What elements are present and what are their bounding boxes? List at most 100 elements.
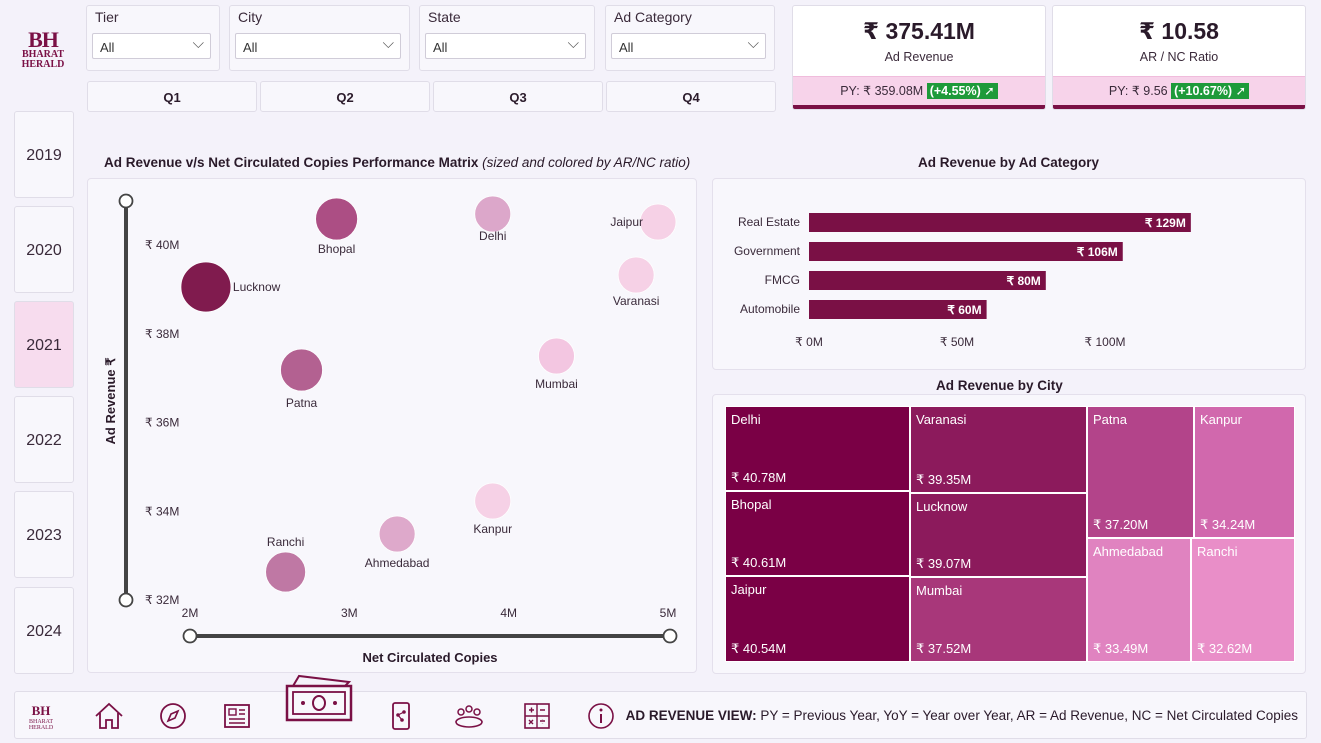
chevron-down-icon: ⌵	[747, 35, 759, 52]
logo-initials: BH	[28, 27, 59, 52]
treemap-tile-value: ₹ 37.20M	[1093, 517, 1149, 532]
logo-name-line1: BHARAT	[21, 49, 65, 60]
tier-dropdown[interactable]: All ⌵	[92, 33, 211, 59]
bar-government	[809, 242, 1123, 261]
scatter-point-lucknow	[180, 261, 232, 313]
bar-title: Ad Revenue by Ad Category	[918, 155, 1100, 170]
view-title: AD REVENUE VIEW:	[625, 708, 757, 723]
home-icon[interactable]	[93, 700, 125, 732]
y-tick-label: ₹ 36M	[145, 416, 179, 430]
ad-category-dropdown[interactable]: All ⌵	[611, 33, 766, 59]
treemap-tile-varanasi[interactable]: Varanasi ₹ 39.35M	[910, 406, 1087, 493]
y-slider-handle-bottom	[118, 592, 134, 608]
treemap-tile-bhopal[interactable]: Bhopal ₹ 40.61M	[725, 491, 910, 576]
treemap-tile-kanpur[interactable]: Kanpur ₹ 34.24M	[1194, 406, 1295, 538]
bar-category-label: Automobile	[740, 302, 800, 316]
scatter-point-label: Ranchi	[267, 535, 304, 549]
treemap-tile-name: Varanasi	[916, 412, 967, 427]
scatter-title-text: Ad Revenue v/s Net Circulated Copies Per…	[104, 155, 479, 170]
calculator-icon[interactable]	[521, 700, 553, 732]
scatter-point-label: Patna	[286, 396, 318, 410]
kpi-label: AR / NC Ratio	[1139, 50, 1219, 64]
filter-state: State All ⌵	[419, 5, 595, 71]
filter-tier: Tier All ⌵	[86, 5, 220, 71]
chevron-down-icon: ⌵	[567, 35, 579, 52]
info-icon[interactable]	[585, 700, 617, 732]
treemap-tile-value: ₹ 32.62M	[1197, 641, 1253, 656]
x-slider-handle-right	[662, 628, 678, 644]
dropdown-value: All	[243, 40, 258, 55]
year-button-2019[interactable]: 2019	[14, 111, 74, 198]
treemap-tile-ahmedabad[interactable]: Ahmedabad ₹ 33.49M	[1087, 538, 1191, 662]
treemap-tile-jaipur[interactable]: Jaipur ₹ 40.54M	[725, 576, 910, 662]
scatter-point-ahmedabad	[378, 515, 416, 553]
newspaper-icon[interactable]	[221, 700, 253, 732]
dropdown-value: All	[100, 40, 115, 55]
scatter-point-jaipur	[639, 203, 677, 241]
filter-label: State	[428, 9, 461, 25]
treemap-tile-mumbai[interactable]: Mumbai ₹ 37.52M	[910, 577, 1087, 662]
y-tick-label: ₹ 40M	[145, 238, 179, 252]
treemap-tile-ranchi[interactable]: Ranchi ₹ 32.62M	[1191, 538, 1295, 662]
state-dropdown[interactable]: All ⌵	[425, 33, 586, 59]
quarter-button-q1[interactable]: Q1	[87, 81, 257, 112]
y-tick-label: ₹ 38M	[145, 327, 179, 341]
treemap-tile-patna[interactable]: Patna ₹ 37.20M	[1087, 406, 1194, 538]
year-button-2020[interactable]: 2020	[14, 206, 74, 293]
year-button-2023[interactable]: 2023	[14, 491, 74, 578]
x-slider-handle-left	[182, 628, 198, 644]
scatter-title-note: (sized and colored by AR/NC ratio)	[482, 155, 691, 170]
treemap-tile-value: ₹ 34.24M	[1200, 517, 1256, 532]
svg-text:BH: BH	[32, 703, 51, 718]
y-axis-label: Ad Revenue ₹	[103, 357, 118, 445]
scatter-point-ranchi	[265, 551, 307, 593]
scatter-point-label: Lucknow	[233, 280, 281, 294]
bar-real-estate	[809, 213, 1191, 232]
treemap-tile-lucknow[interactable]: Lucknow ₹ 39.07M	[910, 493, 1087, 577]
compass-icon[interactable]	[157, 700, 189, 732]
scatter-point-bhopal	[315, 197, 358, 241]
chevron-down-icon: ⌵	[192, 35, 204, 52]
scatter-point-label: Varanasi	[613, 294, 659, 308]
quarter-button-q4[interactable]: Q4	[606, 81, 776, 112]
logo-name-line2: HERALD	[21, 59, 65, 70]
brand-logo: BH BHARAT HERALD	[18, 27, 68, 70]
treemap-tile-value: ₹ 40.61M	[731, 555, 787, 570]
logo-icon[interactable]: BH BHARAT HERALD	[25, 700, 57, 732]
year-button-2021[interactable]: 2021	[14, 301, 74, 388]
bar-x-tick-label: ₹ 0M	[795, 335, 823, 349]
mobile-icon[interactable]	[385, 700, 417, 732]
kpi-ad-revenue: ₹ 375.41M Ad Revenue PY: ₹ 359.08M (+4.5…	[792, 5, 1046, 110]
filter-label: City	[238, 9, 263, 25]
quarter-button-q3[interactable]: Q3	[433, 81, 603, 112]
bar-value-label: ₹ 80M	[1006, 274, 1040, 288]
bar-value-label: ₹ 106M	[1077, 245, 1118, 259]
year-button-2022[interactable]: 2022	[14, 396, 74, 483]
kpi-value: ₹ 375.41M	[863, 18, 975, 44]
treemap-tile-name: Patna	[1093, 412, 1127, 427]
kpi-ar-nc-ratio: ₹ 10.58 AR / NC Ratio PY: ₹ 9.56 (+10.67…	[1052, 5, 1306, 110]
scatter-point-label: Ahmedabad	[365, 556, 430, 570]
treemap-tile-value: ₹ 37.52M	[916, 641, 972, 656]
kpi-previous-year: PY: ₹ 9.56 (+10.67%) ➚	[1053, 76, 1305, 109]
bar-chart: Real Estate ₹ 129M Government ₹ 106M FMCG ₹ 8…	[734, 213, 1191, 349]
filter-label: Ad Category	[614, 9, 692, 25]
treemap-tile-name: Ahmedabad	[1093, 544, 1164, 559]
scatter-point-label: Mumbai	[535, 377, 578, 391]
people-icon[interactable]	[453, 700, 485, 732]
treemap-tile-value: ₹ 33.49M	[1093, 641, 1149, 656]
trend-up-icon: ➚	[1235, 84, 1247, 98]
money-icon[interactable]	[285, 674, 353, 724]
dropdown-value: All	[619, 40, 634, 55]
change-badge: (+4.55%) ➚	[926, 83, 998, 99]
city-dropdown[interactable]: All ⌵	[235, 33, 401, 59]
scatter-point-varanasi	[617, 256, 655, 294]
treemap-tile-delhi[interactable]: Delhi ₹ 40.78M	[725, 406, 910, 491]
x-tick-label: 5M	[660, 606, 677, 620]
footer-legend: AD REVENUE VIEW: PY = Previous Year, YoY…	[626, 708, 1298, 723]
year-button-2024[interactable]: 2024	[14, 587, 74, 674]
y-slider-handle-top	[118, 193, 134, 209]
change-value: (+10.67%)	[1174, 84, 1233, 98]
quarter-button-q2[interactable]: Q2	[260, 81, 430, 112]
